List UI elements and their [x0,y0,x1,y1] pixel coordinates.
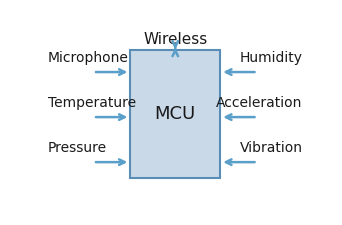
Text: Pressure: Pressure [48,141,107,155]
Text: Temperature: Temperature [48,96,136,110]
Text: Vibration: Vibration [239,141,303,155]
Text: Wireless: Wireless [143,32,207,47]
Text: MCU: MCU [155,105,196,123]
Text: Microphone: Microphone [48,51,129,65]
Text: Acceleration: Acceleration [216,96,303,110]
FancyBboxPatch shape [130,50,220,178]
Text: Humidity: Humidity [239,51,303,65]
